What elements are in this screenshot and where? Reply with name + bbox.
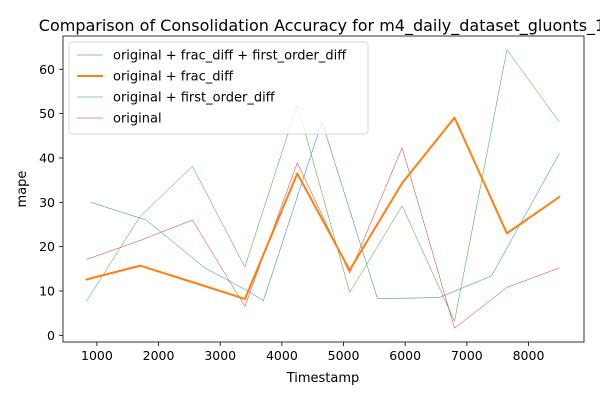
- legend-label-2: original + frac_diff: [113, 70, 234, 85]
- legend: original + frac_diff + first_order_diffo…: [68, 41, 369, 135]
- x-tick-label: 3000: [204, 348, 236, 363]
- x-tick-label: 1000: [81, 348, 113, 363]
- chart-title: Comparison of Consolidation Accuracy for…: [39, 16, 600, 36]
- y-tick-label: 40: [39, 150, 55, 165]
- y-axis-ticks: 0 10 20 30 40 50 60: [39, 62, 63, 343]
- legend-box: [68, 41, 369, 135]
- y-axis-label: mape: [15, 171, 30, 208]
- x-tick-label: 8000: [513, 348, 545, 363]
- y-tick-label: 0: [47, 328, 55, 343]
- y-tick-label: 30: [39, 195, 55, 210]
- x-tick-label: 5000: [328, 348, 360, 363]
- series-line-2: [85, 116, 561, 300]
- series-lines: [85, 49, 561, 329]
- x-tick-label: 7000: [451, 348, 483, 363]
- legend-label-3: original + first_order_diff: [113, 91, 276, 106]
- legend-label-1: original + frac_diff + first_order_diff: [113, 49, 347, 64]
- series-line-4: [86, 147, 560, 329]
- x-axis-ticks: 1000 2000 3000 4000 5000 6000 7000 8000: [81, 342, 544, 363]
- y-tick-label: 20: [39, 239, 55, 254]
- x-tick-label: 6000: [389, 348, 421, 363]
- x-tick-label: 4000: [266, 348, 298, 363]
- series-line-1: [90, 121, 560, 302]
- y-tick-label: 10: [39, 284, 55, 299]
- series-line-3: [86, 49, 560, 322]
- y-tick-label: 50: [39, 106, 55, 121]
- legend-label-4: original: [113, 112, 162, 127]
- x-axis-label: Timestamp: [286, 371, 360, 386]
- x-tick-label: 2000: [143, 348, 175, 363]
- plot-frame: [62, 35, 585, 343]
- y-tick-label: 60: [39, 62, 55, 77]
